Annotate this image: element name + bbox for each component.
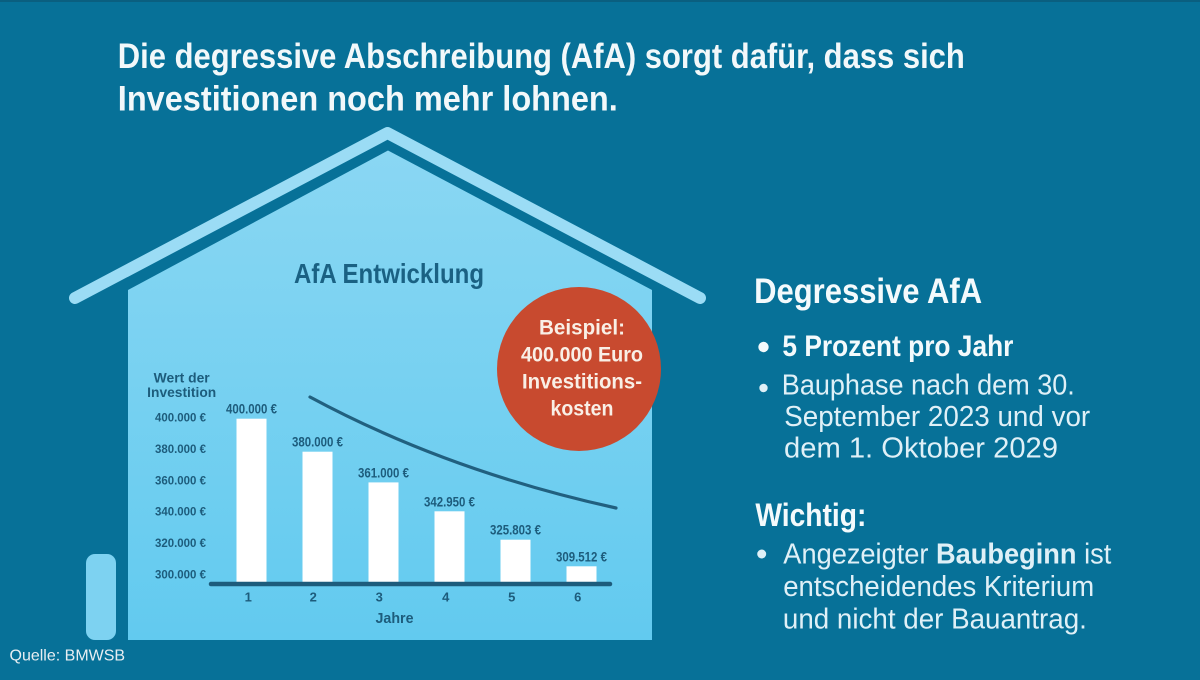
svg-text:Wichtig:: Wichtig: — [755, 497, 866, 533]
svg-text:dem 1. Oktober 2029: dem 1. Oktober 2029 — [784, 433, 1058, 465]
svg-text:380.000 €: 380.000 € — [155, 444, 207, 456]
svg-text:Die degressive Abschreibung (A: Die degressive Abschreibung (AfA) sorgt … — [118, 37, 965, 76]
svg-text:Angezeigter Baubeginn ist: Angezeigter Baubeginn ist — [783, 539, 1111, 571]
svg-text:Investitions-: Investitions- — [522, 370, 642, 394]
svg-text:309.512 €: 309.512 € — [556, 549, 607, 564]
svg-text:4: 4 — [442, 590, 450, 605]
svg-text:3: 3 — [376, 590, 383, 605]
svg-text:Beispiel:: Beispiel: — [539, 316, 625, 340]
svg-text:380.000 €: 380.000 € — [292, 435, 343, 450]
svg-text:340.000 €: 340.000 € — [155, 507, 207, 519]
svg-text:6: 6 — [574, 590, 581, 605]
svg-text:400.000 Euro: 400.000 Euro — [521, 343, 643, 367]
svg-text:entscheidendes Kriterium: entscheidendes Kriterium — [783, 571, 1094, 603]
svg-text:360.000 €: 360.000 € — [155, 475, 207, 487]
svg-text:Bauphase nach dem 30.: Bauphase nach dem 30. — [782, 370, 1075, 402]
svg-text:320.000 €: 320.000 € — [155, 538, 207, 550]
svg-text:Degressive AfA: Degressive AfA — [754, 272, 982, 311]
svg-text:400.000 €: 400.000 € — [226, 402, 277, 417]
svg-text:300.000 €: 300.000 € — [155, 570, 207, 582]
svg-text:Investitionen noch mehr lohnen: Investitionen noch mehr lohnen. — [118, 80, 618, 119]
svg-text:und nicht der Bauantrag.: und nicht der Bauantrag. — [783, 604, 1087, 636]
svg-text:342.950 €: 342.950 € — [424, 494, 475, 509]
svg-text:5: 5 — [508, 590, 515, 605]
svg-text:kosten: kosten — [551, 397, 614, 421]
svg-text:5 Prozent pro Jahr: 5 Prozent pro Jahr — [782, 330, 1013, 363]
svg-text:Jahre: Jahre — [376, 610, 414, 627]
svg-text:Wert der: Wert der — [154, 371, 211, 386]
svg-text:2: 2 — [310, 590, 317, 605]
svg-text:400.000 €: 400.000 € — [155, 413, 207, 425]
svg-text:Quelle: BMWSB: Quelle: BMWSB — [10, 648, 126, 665]
svg-text:1: 1 — [245, 590, 252, 605]
svg-text:AfA Entwicklung: AfA Entwicklung — [294, 258, 484, 289]
svg-text:September 2023 und vor: September 2023 und vor — [784, 401, 1090, 433]
svg-text:Investition: Investition — [147, 385, 216, 400]
svg-text:325.803 €: 325.803 € — [490, 523, 541, 538]
svg-text:361.000 €: 361.000 € — [358, 465, 409, 480]
